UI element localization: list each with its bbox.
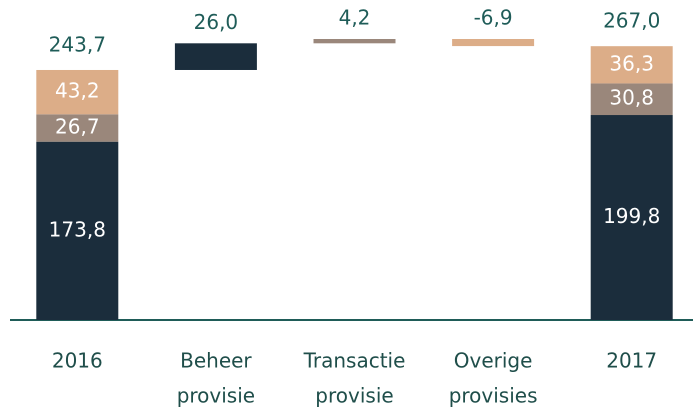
x-tick-label: provisie xyxy=(177,384,255,408)
x-tick-label: Overige xyxy=(454,349,533,373)
delta-bar xyxy=(174,43,257,70)
bar-segment xyxy=(36,114,119,142)
delta-bar xyxy=(452,39,535,47)
x-tick-label: Transactie xyxy=(303,349,406,373)
segment-label: 36,3 xyxy=(609,51,654,75)
x-tick-label: Beheer xyxy=(180,349,252,373)
segment-label: 30,8 xyxy=(609,86,654,110)
bar-segment xyxy=(590,46,673,84)
bar-segment xyxy=(590,115,673,320)
total-label: 243,7 xyxy=(49,32,106,56)
delta-bar xyxy=(313,39,396,44)
total-label: 267,0 xyxy=(603,9,660,33)
segment-label: 26,7 xyxy=(55,114,100,138)
x-tick-label: 2017 xyxy=(606,349,657,373)
bar-segment xyxy=(590,83,673,116)
bar-segment xyxy=(36,69,119,115)
segment-label: 199,8 xyxy=(603,204,660,228)
bar-segment xyxy=(36,141,119,320)
delta-label: 4,2 xyxy=(339,6,371,30)
segment-label: 43,2 xyxy=(55,79,100,103)
segment-label: 173,8 xyxy=(49,217,106,241)
delta-label: -6,9 xyxy=(474,6,513,30)
x-tick-label: 2016 xyxy=(52,349,103,373)
delta-label: 26,0 xyxy=(194,10,239,34)
x-tick-label: provisie xyxy=(315,384,393,408)
x-tick-label: provisies xyxy=(449,384,538,408)
